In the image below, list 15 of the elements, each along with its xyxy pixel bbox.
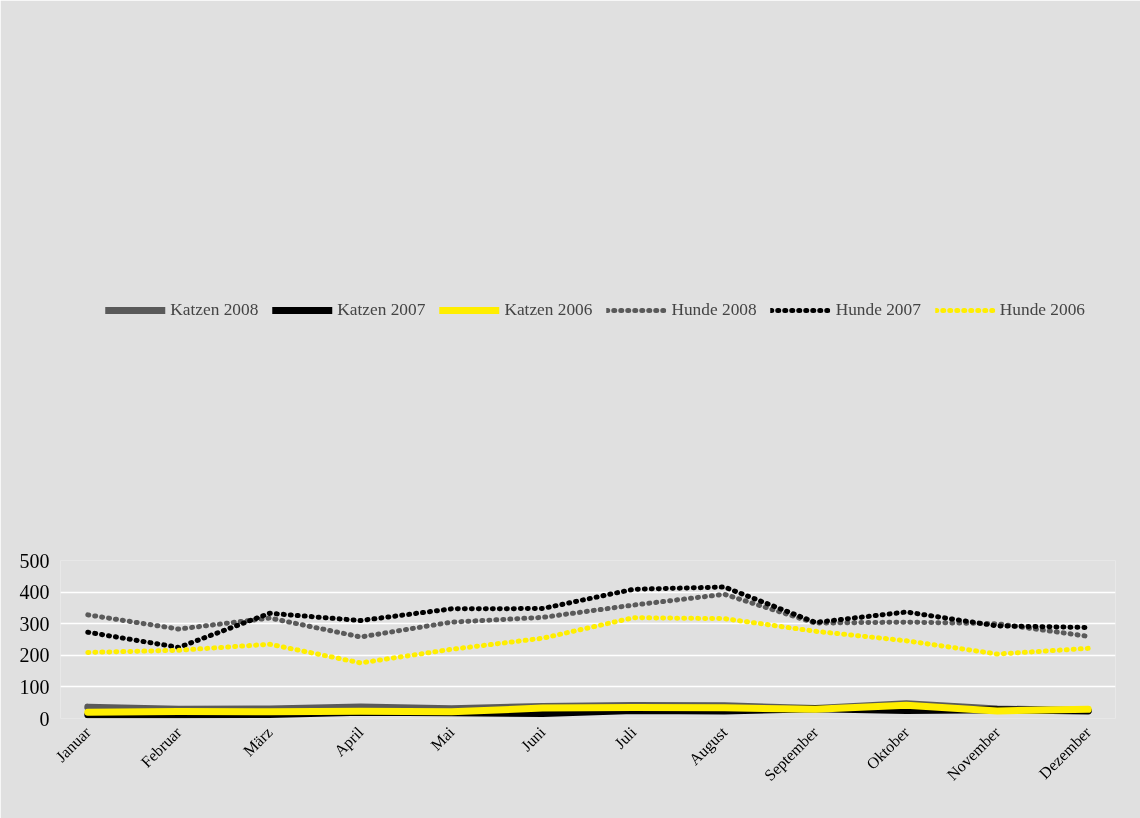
y-tick-label: 300: [19, 612, 50, 635]
legend-label: Hunde 2006: [999, 300, 1085, 320]
y-tick-label: 0: [39, 707, 50, 730]
legend-label: Katzen 2008: [170, 300, 259, 320]
x-tick-label: Juli: [611, 723, 640, 752]
y-tick-label: 200: [19, 644, 50, 667]
legend-label: Hunde 2008: [671, 300, 757, 320]
y-tick-label: 500: [19, 549, 50, 572]
legend-label: Hunde 2007: [835, 300, 921, 320]
y-tick-label: 400: [19, 581, 50, 604]
x-tick-label: Juni: [517, 723, 549, 755]
x-tick-label: Mai: [427, 723, 458, 754]
legend-label: Katzen 2006: [504, 300, 593, 320]
legend-label: Katzen 2007: [337, 300, 426, 320]
y-tick-label: 100: [19, 675, 50, 698]
